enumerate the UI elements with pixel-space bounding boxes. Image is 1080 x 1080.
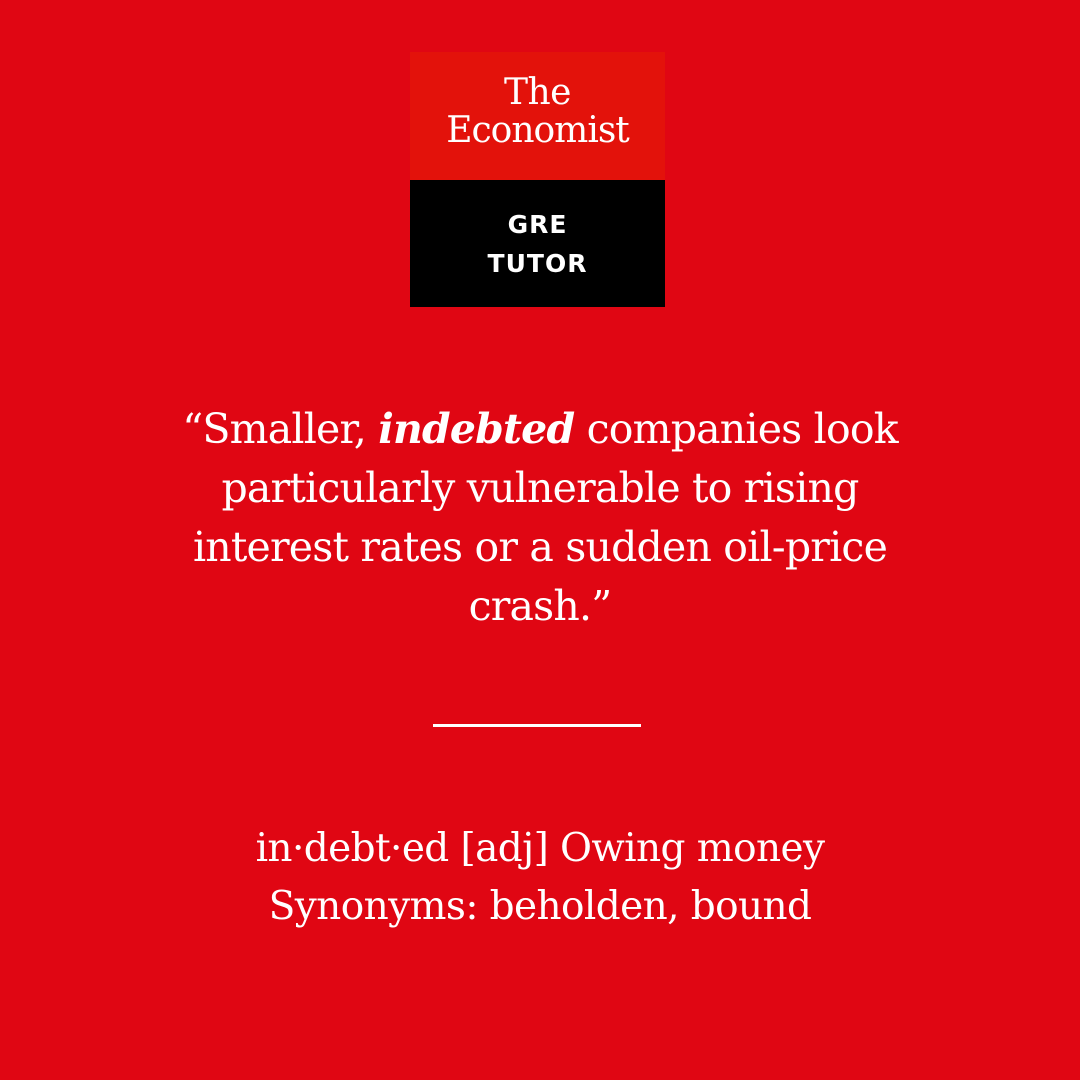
divider-line	[433, 724, 641, 727]
logo-subtitle-line-2: TUTOR	[487, 249, 588, 278]
quote-line-1: “Smaller, indebted companies look	[120, 400, 960, 459]
definition-line: in·debt·ed [adj] Owing money	[255, 826, 825, 871]
logo-subtitle-line-1: GRE	[507, 210, 568, 239]
logo-brand-block: The Economist	[410, 52, 665, 180]
open-quote-mark: “	[182, 405, 203, 453]
economist-gre-tutor-logo: The Economist GRE TUTOR	[410, 52, 665, 307]
example-quote: “Smaller, indebted companies look partic…	[120, 400, 960, 636]
quote-line-4: crash.”	[468, 582, 613, 630]
quote-line-1-start: Smaller,	[202, 405, 379, 453]
quote-line-2: particularly vulnerable to rising	[221, 464, 859, 512]
quote-line-1-end: companies look	[574, 405, 899, 453]
logo-brand-line-2: Economist	[446, 110, 630, 151]
logo-brand-line-1: The	[503, 72, 572, 113]
synonyms-line: Synonyms: beholden, bound	[268, 884, 812, 929]
quote-line-3: interest rates or a sudden oil-price	[192, 523, 888, 571]
logo-subtitle-block: GRE TUTOR	[410, 180, 665, 307]
word-definition: in·debt·ed [adj] Owing money Synonyms: b…	[120, 820, 960, 936]
highlighted-word: indebted	[378, 405, 575, 453]
